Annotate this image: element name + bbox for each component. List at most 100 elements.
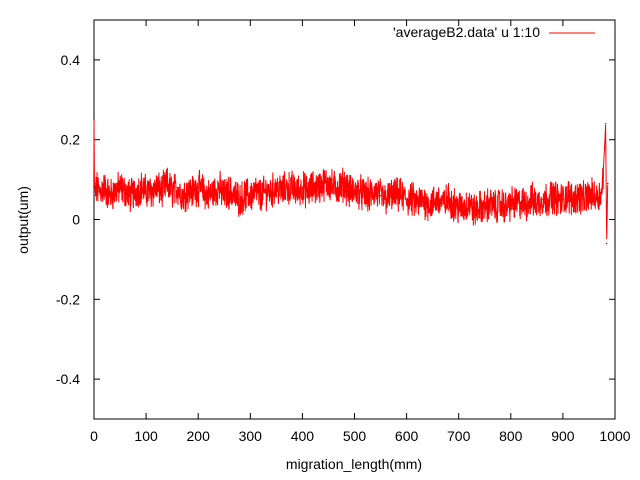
- series-point: [94, 182, 96, 185]
- series-point: [348, 190, 351, 193]
- series-point: [499, 202, 502, 205]
- series-point: [259, 194, 262, 197]
- series-point: [605, 242, 608, 245]
- series-point: [598, 194, 601, 197]
- series-point: [197, 186, 199, 189]
- series-point: [556, 198, 559, 201]
- series-point: [515, 202, 517, 205]
- x-tick-label: 300: [239, 428, 263, 444]
- series-point: [103, 186, 106, 189]
- series-point: [270, 190, 272, 193]
- series-point: [510, 202, 512, 205]
- series-point: [416, 202, 418, 205]
- x-tick-label: 100: [134, 428, 158, 444]
- series-point: [249, 194, 252, 197]
- x-axis-ticks: 0 100 200 300 400 500 600 700 800 900 1000: [90, 20, 631, 444]
- series-point: [421, 198, 424, 201]
- series-point: [108, 194, 111, 197]
- series-point: [186, 190, 189, 193]
- series-point: [390, 194, 392, 197]
- x-tick-label: 600: [395, 428, 419, 444]
- series-point: [603, 146, 606, 149]
- series-point: [296, 190, 298, 193]
- x-tick-label: 1000: [599, 428, 630, 444]
- series-point: [353, 190, 356, 193]
- series-point: [228, 190, 231, 193]
- series-point: [155, 186, 158, 189]
- series-point: [93, 118, 95, 121]
- series-point: [536, 202, 538, 205]
- series-point: [306, 190, 309, 193]
- series-point: [437, 198, 439, 201]
- x-tick-label: 200: [187, 428, 211, 444]
- series-layer: [93, 118, 609, 245]
- series-point: [301, 186, 304, 189]
- series-point: [546, 198, 549, 201]
- series-point: [463, 206, 465, 209]
- series-point: [94, 194, 97, 197]
- series-point: [457, 206, 460, 209]
- series-point: [176, 186, 179, 189]
- series-point: [192, 190, 194, 193]
- series-point: [468, 202, 470, 205]
- series-point: [129, 194, 132, 197]
- series-point: [525, 202, 528, 205]
- series-point: [322, 182, 325, 185]
- legend-label: 'averageB2.data' u 1:10: [393, 24, 540, 40]
- series-point: [291, 186, 293, 189]
- x-tick-label: 800: [499, 428, 523, 444]
- series-point: [567, 194, 569, 197]
- series-point: [265, 190, 267, 193]
- series-point: [285, 186, 288, 189]
- series-point: [134, 190, 137, 193]
- series-point: [483, 206, 486, 209]
- series-point: [504, 206, 507, 209]
- series-point: [447, 198, 450, 201]
- series-point: [244, 194, 246, 197]
- series-point: [93, 190, 96, 193]
- series-point: [332, 186, 335, 189]
- series-point: [593, 194, 595, 197]
- series-point: [160, 190, 163, 193]
- series-point: [405, 198, 408, 201]
- series-point: [562, 198, 564, 201]
- series-point: [369, 194, 371, 197]
- series-point: [572, 198, 575, 201]
- series-point: [588, 194, 590, 197]
- series-point: [317, 186, 319, 189]
- series-point: [530, 198, 533, 201]
- x-tick-label: 500: [343, 428, 367, 444]
- series-point: [233, 194, 236, 197]
- series-point: [426, 202, 429, 205]
- y-tick-label: 0.4: [61, 52, 81, 68]
- series-point: [577, 194, 580, 197]
- series-point: [312, 186, 314, 189]
- series-point: [606, 182, 609, 185]
- series-point: [213, 190, 215, 193]
- series-point: [166, 182, 168, 185]
- y-axis-ticks: -0.4 -0.2 0 0.2 0.4: [56, 52, 615, 387]
- series-point: [604, 122, 607, 125]
- series-point: [541, 198, 543, 201]
- series-point: [411, 198, 413, 201]
- plot-frame: [93, 19, 616, 420]
- series-point: [275, 186, 278, 189]
- series-point: [114, 190, 116, 193]
- series-point: [384, 198, 387, 201]
- y-tick-label: -0.4: [56, 371, 80, 387]
- series-point: [207, 194, 210, 197]
- x-tick-label: 0: [90, 428, 98, 444]
- series-point: [551, 194, 554, 197]
- series-point: [140, 186, 142, 189]
- series-point: [520, 202, 523, 205]
- x-tick-label: 900: [551, 428, 575, 444]
- series-point: [601, 190, 603, 193]
- series-point: [431, 202, 434, 205]
- series-point: [95, 186, 98, 189]
- series-line: [93, 119, 609, 239]
- series-point: [343, 182, 345, 185]
- series-point: [478, 206, 481, 209]
- series-point: [239, 198, 241, 201]
- y-tick-label: 0: [72, 212, 80, 228]
